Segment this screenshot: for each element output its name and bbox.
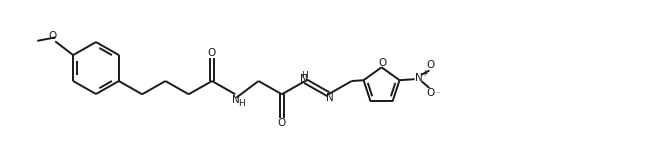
Text: N: N <box>232 95 240 105</box>
Text: +: + <box>421 69 427 78</box>
Text: N: N <box>415 73 423 83</box>
Text: O: O <box>427 88 435 98</box>
Text: ⁻: ⁻ <box>435 89 440 98</box>
Text: N: N <box>301 74 308 84</box>
Text: O: O <box>208 48 216 58</box>
Text: H: H <box>238 99 245 108</box>
Text: O: O <box>278 118 286 128</box>
Text: H: H <box>301 71 308 80</box>
Text: O: O <box>426 60 434 70</box>
Text: O: O <box>378 58 386 68</box>
Text: N: N <box>326 93 333 103</box>
Text: O: O <box>48 31 57 41</box>
